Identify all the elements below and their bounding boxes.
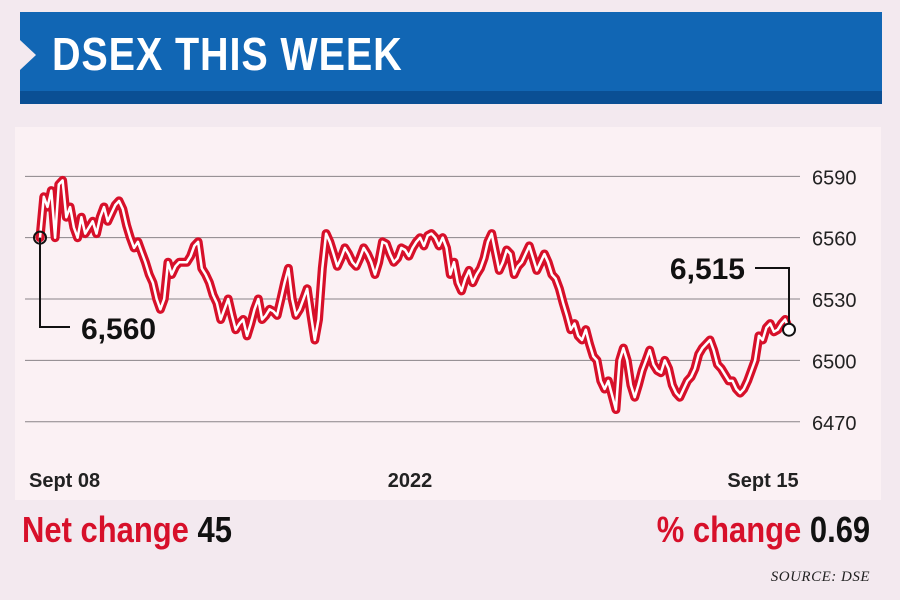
net-change: Net change 45 <box>22 512 232 548</box>
y-tick-label: 6470 <box>812 413 857 435</box>
start-point-marker <box>33 230 47 245</box>
x-tick-label: Sept 15 <box>727 470 798 492</box>
line-chart: 6590 6560 6530 6500 6470 Sept 08 2022 Sept 15 6,… <box>25 167 857 492</box>
start-value-label: 6,560 <box>81 313 156 346</box>
source-note: SOURCE: DSE <box>770 569 870 585</box>
end-point-marker <box>782 322 796 337</box>
end-value-label: 6,515 <box>670 253 745 286</box>
x-tick-label: 2022 <box>388 470 433 492</box>
percent-change-value: 0.69 <box>809 509 870 550</box>
x-tick-label: Sept 08 <box>29 470 100 492</box>
end-callout-line <box>755 267 790 330</box>
title-banner <box>20 12 882 104</box>
series-line-outer <box>35 175 794 414</box>
y-tick-label: 6560 <box>812 229 857 251</box>
banner-notch <box>20 40 36 70</box>
percent-change: % change 0.69 <box>657 512 870 548</box>
net-change-label: Net change <box>22 509 189 550</box>
banner-shade <box>20 91 882 104</box>
percent-change-label: % change <box>656 509 802 550</box>
y-tick-label: 6500 <box>812 351 857 373</box>
series-line-inner <box>38 179 791 411</box>
net-change-value: 45 <box>197 509 232 550</box>
page-title: DSEX THIS WEEK <box>52 28 403 80</box>
start-callout-line <box>39 237 70 328</box>
y-tick-label: 6530 <box>812 290 857 312</box>
y-tick-label: 6590 <box>812 167 857 189</box>
chart-panel: 6590 6560 6530 6500 6470 Sept 08 2022 Sept 15 6,… <box>15 127 881 500</box>
